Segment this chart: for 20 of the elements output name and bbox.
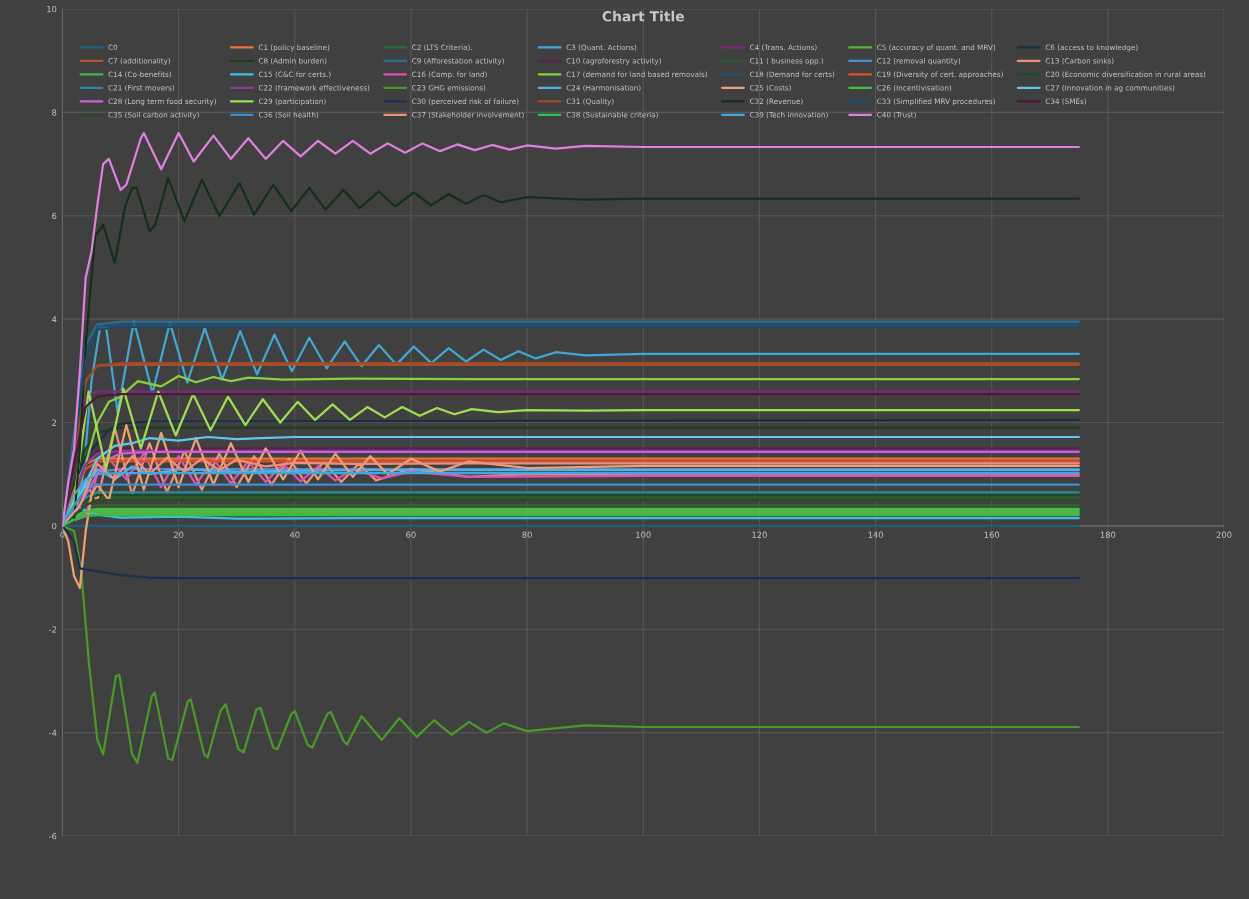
x-tick-label: 60 xyxy=(406,531,416,538)
y-tick-label: 10 xyxy=(47,5,57,13)
y-tick-label: 6 xyxy=(52,212,57,220)
x-tick-label: 200 xyxy=(1216,531,1232,538)
x-tick-label: 40 xyxy=(289,531,300,538)
y-tick-label: -4 xyxy=(48,729,57,736)
y-tick-label: -6 xyxy=(48,833,57,840)
chart-title: Chart Title xyxy=(602,10,684,22)
y-tick-label: 8 xyxy=(52,109,57,116)
x-tick-label: 80 xyxy=(522,531,532,538)
x-tick-label: 140 xyxy=(868,531,883,538)
x-tick-label: 180 xyxy=(1100,531,1116,538)
x-tick-label: 20 xyxy=(173,531,184,538)
y-tick-label: 0 xyxy=(52,522,57,530)
x-tick-label: 100 xyxy=(636,531,651,538)
x-tick-label: 160 xyxy=(984,531,1000,538)
y-tick-label: -2 xyxy=(48,626,57,633)
y-tick-label: 2 xyxy=(52,419,57,426)
y-tick-label: 4 xyxy=(52,316,57,323)
x-tick-label: 120 xyxy=(752,531,767,538)
